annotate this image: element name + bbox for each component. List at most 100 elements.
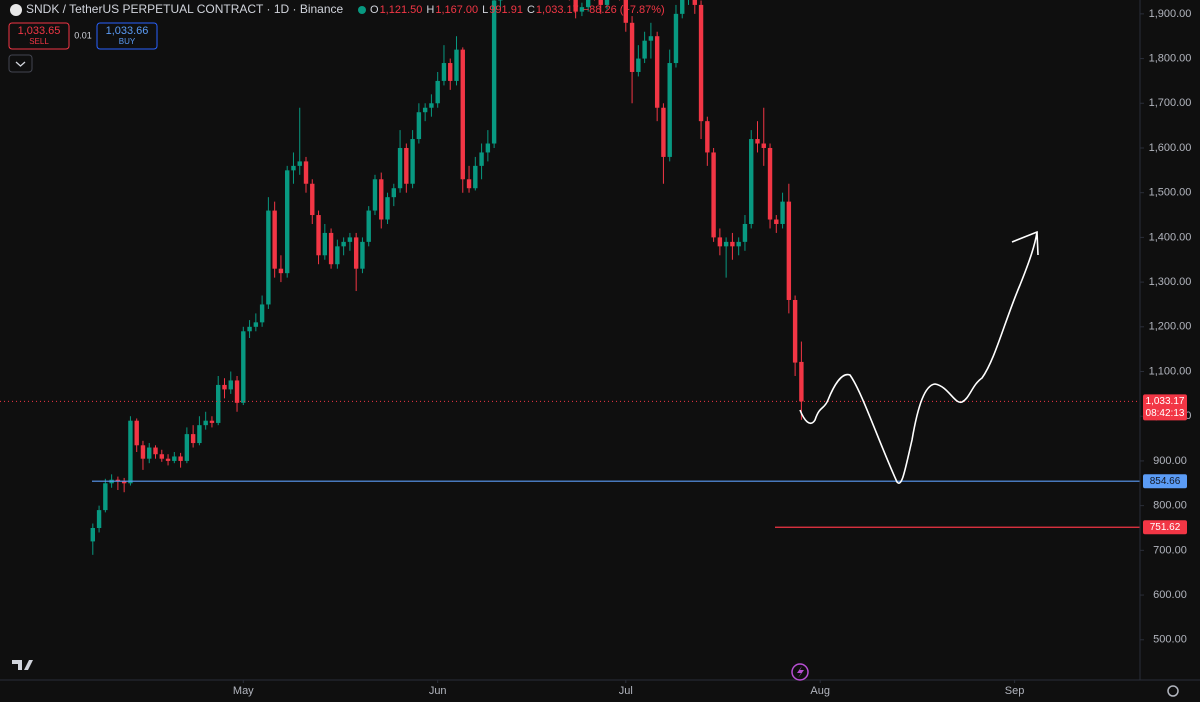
lightning-button[interactable] [791, 663, 809, 681]
ohlc-value: 1,033.17 [536, 4, 579, 16]
candle-body [90, 527, 96, 542]
candle-body [422, 107, 428, 113]
candle-body [284, 170, 290, 274]
candle-body [460, 49, 465, 180]
candle-body [749, 139, 754, 224]
candle-body [661, 107, 666, 157]
ohlc-legend: O 1,121.50 H 1,167.00 L 991.91 C 1,033.17 −88.26… [370, 4, 665, 16]
candle-body [303, 161, 309, 184]
ohlc-value: 1,121.50 [380, 4, 423, 16]
x-tick-label: Sep [1005, 685, 1025, 697]
settings-button[interactable] [1167, 685, 1179, 697]
collapse-button[interactable] [8, 54, 33, 73]
candle-body [636, 58, 641, 72]
x-tick-label: May [233, 685, 254, 697]
sell-price: 1,033.65 [18, 25, 61, 37]
candle-body [128, 420, 133, 484]
x-tick-label: Jun [429, 685, 447, 697]
candle-body [216, 384, 221, 423]
candle-body [178, 456, 183, 461]
candle-body [291, 165, 296, 171]
candle-body [648, 36, 654, 41]
candle-body [673, 13, 679, 64]
candle-body [360, 241, 365, 269]
candle-body [723, 241, 729, 247]
candle-body [705, 121, 710, 153]
candle-body [799, 361, 804, 402]
candle-body [172, 456, 177, 461]
candle-body [115, 479, 121, 482]
candle-body [190, 434, 196, 444]
candle-body [466, 179, 472, 189]
ohlc-value: 991.91 [489, 4, 523, 16]
candle-body [742, 223, 748, 242]
candle-body [604, 0, 610, 5]
candle-body [197, 425, 202, 444]
candle-body [96, 510, 102, 528]
candle-body [479, 152, 484, 166]
candle-body [272, 210, 277, 269]
y-tick-label: 600.00 [1153, 589, 1187, 601]
candle-body [259, 304, 265, 323]
symbol-icon [10, 4, 22, 16]
candle-body [241, 331, 246, 403]
candle-body [397, 147, 403, 189]
candle-body [103, 483, 108, 511]
candle-body [159, 454, 164, 459]
candle-body [234, 380, 240, 403]
candle-body [391, 188, 396, 198]
candle-body [792, 299, 798, 363]
candle-body [774, 219, 779, 224]
y-tick-label: 1,800.00 [1149, 52, 1192, 64]
candle-body [147, 447, 152, 459]
candle-body [347, 237, 353, 242]
candle-body [410, 139, 415, 184]
candle-body [222, 384, 227, 390]
candle-body [667, 63, 672, 157]
y-tick-label: 800.00 [1153, 500, 1187, 512]
candle-body [786, 201, 792, 300]
candle-body [121, 481, 127, 484]
candle-body [755, 139, 760, 144]
candle-body [297, 161, 302, 166]
y-tick-label: 900.00 [1153, 455, 1187, 467]
ohlc-key: C [527, 4, 535, 16]
ohlc-change: −88.26 (−7.87%) [583, 4, 665, 16]
y-tick-label: 1,500.00 [1149, 187, 1192, 199]
y-tick-label: 1,200.00 [1149, 321, 1192, 333]
quantity: 0.01 [74, 30, 92, 40]
buy-label: BUY [119, 37, 136, 46]
candle-body [761, 143, 766, 148]
candle-body [379, 179, 384, 220]
candle-body [316, 215, 321, 256]
candle-body [585, 0, 591, 8]
buy-button[interactable] [96, 22, 158, 50]
y-tick-label: 1,900.00 [1149, 8, 1192, 20]
candle-body [335, 246, 340, 265]
sell-button[interactable] [8, 22, 70, 50]
candle-body [366, 210, 371, 242]
ohlc-key: H [426, 4, 434, 16]
candle-body [573, 0, 578, 12]
candle-body [711, 152, 716, 238]
candle-body [654, 36, 660, 108]
y-tick-label: 1,700.00 [1149, 97, 1192, 109]
drawing-arrow [1011, 230, 1039, 256]
candle-body [717, 237, 723, 247]
ohlc-key: L [482, 4, 488, 16]
price-label-box [1143, 520, 1187, 535]
candle-body [730, 241, 735, 247]
candle-body [491, 0, 497, 144]
candle-body [767, 147, 773, 220]
y-tick-label: 700.00 [1153, 544, 1187, 556]
candle-body [253, 322, 259, 327]
candle-body [642, 40, 647, 59]
candle-body [247, 326, 252, 332]
candle-body [473, 165, 478, 189]
chevron-icon [15, 61, 26, 67]
candle-body [623, 0, 629, 23]
y-tick-label: 500.00 [1153, 634, 1187, 646]
plot-area [0, 0, 1140, 555]
last-price-box [1143, 394, 1187, 421]
